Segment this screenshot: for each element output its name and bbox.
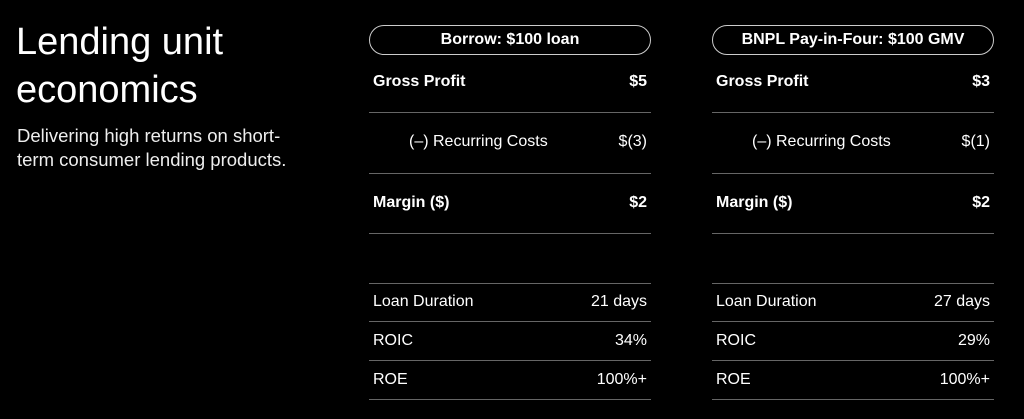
divider xyxy=(369,112,651,113)
loan-duration-row: Loan Duration 21 days xyxy=(369,293,651,311)
divider xyxy=(712,233,994,234)
divider xyxy=(712,112,994,113)
column-header: BNPL Pay-in-Four: $100 GMV xyxy=(712,25,994,55)
value: $5 xyxy=(629,73,647,90)
divider xyxy=(369,283,651,284)
value: $(3) xyxy=(618,133,647,150)
roic-row: ROIC 29% xyxy=(712,332,994,350)
recurring-costs-row: (–) Recurring Costs $(1) xyxy=(712,133,994,151)
divider xyxy=(369,173,651,174)
divider xyxy=(369,321,651,322)
label: ROIC xyxy=(373,332,413,349)
divider xyxy=(712,360,994,361)
value: $2 xyxy=(629,194,647,211)
label: Loan Duration xyxy=(716,293,817,310)
divider xyxy=(369,399,651,400)
value: 21 days xyxy=(590,293,647,310)
value: 27 days xyxy=(933,293,990,310)
divider xyxy=(712,173,994,174)
margin-row: Margin ($) $2 xyxy=(712,194,994,212)
label: (–) Recurring Costs xyxy=(409,133,548,150)
value: 100%+ xyxy=(939,371,990,388)
roe-row: ROE 100%+ xyxy=(712,371,994,389)
column-header: Borrow: $100 loan xyxy=(369,25,651,55)
margin-row: Margin ($) $2 xyxy=(369,194,651,212)
gross-profit-row: Gross Profit $5 xyxy=(369,73,651,91)
loan-duration-row: Loan Duration 27 days xyxy=(712,293,994,311)
page-subtitle: Delivering high returns on short-term co… xyxy=(17,125,287,170)
recurring-costs-row: (–) Recurring Costs $(3) xyxy=(369,133,651,151)
label: Gross Profit xyxy=(716,73,809,90)
roe-row: ROE 100%+ xyxy=(369,371,651,389)
gross-profit-row: Gross Profit $3 xyxy=(712,73,994,91)
label: (–) Recurring Costs xyxy=(752,133,891,150)
label: Gross Profit xyxy=(373,73,466,90)
value: 34% xyxy=(614,332,647,349)
borrow-column: Borrow: $100 loan Gross Profit $5 (–) Rec… xyxy=(369,25,651,400)
label: ROIC xyxy=(716,332,756,349)
divider xyxy=(369,360,651,361)
value: $2 xyxy=(972,194,990,211)
label: Loan Duration xyxy=(373,293,474,310)
label: Margin ($) xyxy=(716,194,793,211)
divider xyxy=(712,321,994,322)
value: 29% xyxy=(957,332,990,349)
label: ROE xyxy=(373,371,408,388)
roic-row: ROIC 34% xyxy=(369,332,651,350)
value: $(1) xyxy=(961,133,990,150)
bnpl-column: BNPL Pay-in-Four: $100 GMV Gross Profit $… xyxy=(712,25,994,400)
value: $3 xyxy=(972,73,990,90)
label: ROE xyxy=(716,371,751,388)
value: 100%+ xyxy=(596,371,647,388)
divider xyxy=(712,399,994,400)
page-title: Lending unit economics xyxy=(16,21,224,111)
label: Margin ($) xyxy=(373,194,450,211)
divider xyxy=(712,283,994,284)
divider xyxy=(369,233,651,234)
